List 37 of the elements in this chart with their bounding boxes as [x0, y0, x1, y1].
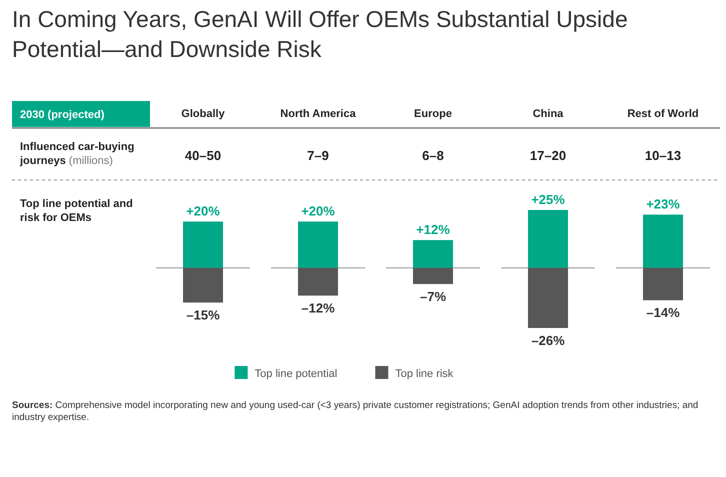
bar — [413, 268, 453, 284]
x-tick-label: China — [532, 108, 564, 120]
bar — [528, 210, 568, 268]
bar — [528, 268, 568, 328]
data-label: +25% — [531, 192, 566, 207]
legend-label: Top line potential — [254, 368, 338, 380]
data-label: +23% — [646, 196, 680, 212]
data-label: –7% — [420, 289, 446, 304]
text: Top line potential and risk for OEMs — [20, 198, 133, 224]
data-label: –15% — [186, 308, 220, 323]
data-label: +20% — [186, 204, 220, 219]
x-tick-label: Europe — [414, 108, 452, 120]
data-label: –12% — [301, 300, 336, 316]
bar — [183, 222, 223, 268]
x-tick-label: Globally — [181, 108, 226, 120]
text: Influenced car-buying journeys (millions) — [19, 141, 134, 167]
bar — [298, 268, 338, 296]
text: 10–13 — [644, 148, 682, 163]
legend-label: Top line risk — [395, 368, 454, 380]
chart-title: In Coming Years, GenAI Will Offer OEMs Substantial Upside Potential—and Downside Risk — [12, 6, 628, 62]
bar — [183, 268, 223, 303]
data-label: +20% — [301, 204, 336, 219]
bar — [298, 222, 338, 268]
bar — [643, 268, 683, 300]
source-note: Sources: Comprehensive model incorporating new and young used-car (<3 years) private customer registrations; GenAI adoption trends from other industries; and industry expertise. — [12, 400, 698, 423]
x-tick-label: Rest of World — [627, 108, 699, 120]
text: 2030 (projected) — [20, 109, 105, 121]
bar — [643, 214, 683, 268]
data-label: –14% — [646, 305, 680, 320]
x-tick-label: North America — [280, 108, 357, 120]
text: 6–8 — [422, 148, 444, 163]
bar — [413, 240, 453, 268]
text: 17–20 — [530, 148, 566, 163]
text: 40–50 — [184, 148, 222, 163]
text: 7–9 — [307, 148, 329, 163]
data-label: +12% — [416, 222, 450, 238]
data-label: –26% — [531, 333, 566, 348]
